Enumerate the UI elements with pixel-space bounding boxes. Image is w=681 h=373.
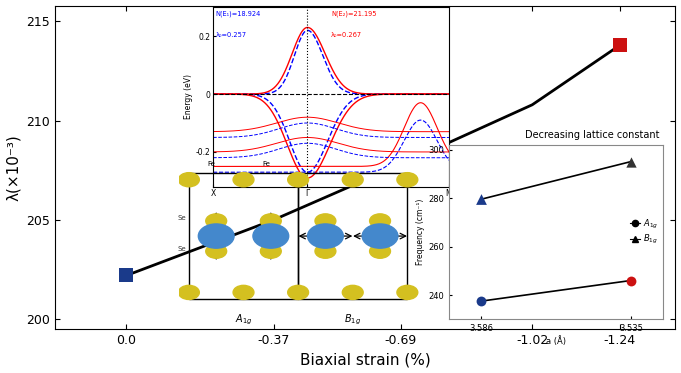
Point bbox=[121, 272, 132, 278]
Point bbox=[614, 42, 625, 48]
Text: Increasing Wyckoff position: Increasing Wyckoff position bbox=[264, 10, 398, 21]
Y-axis label: λ(×10⁻³): λ(×10⁻³) bbox=[5, 134, 20, 201]
Text: Decreasing lattice constant: Decreasing lattice constant bbox=[526, 130, 660, 140]
X-axis label: Biaxial strain (%): Biaxial strain (%) bbox=[300, 352, 430, 367]
